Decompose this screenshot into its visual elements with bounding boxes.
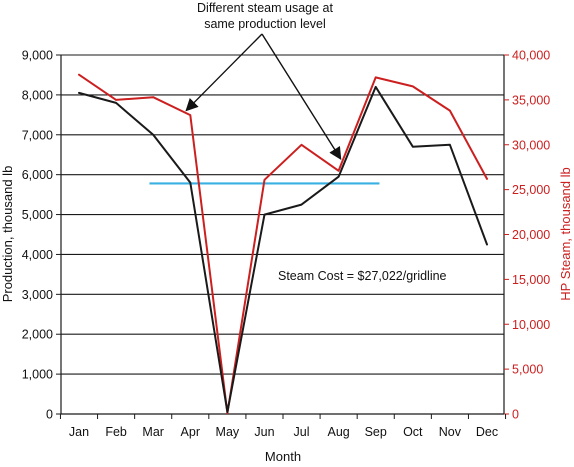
gridlines — [61, 54, 504, 375]
right-axis-ticks: 0 5,000 10,000 15,000 20,000 25,000 30,000 35,0… — [504, 49, 550, 422]
x-tick-label-may: May — [216, 425, 240, 439]
left-axis-ticks: 0 1,000 2,000 3,000 4,000 5,000 6,000 7,000 8,00… — [22, 49, 61, 422]
right-tick-label-5: 25,000 — [512, 183, 550, 197]
x-tick-label-oct: Oct — [403, 425, 423, 439]
x-tick-label-mar: Mar — [142, 425, 164, 439]
right-tick-label-2: 10,000 — [512, 318, 550, 332]
production-series-line — [78, 85, 488, 413]
annotation-arrow-0 — [185, 33, 263, 112]
right-tick-label-3: 15,000 — [512, 273, 550, 287]
x-tick-label-sep: Sep — [365, 425, 387, 439]
annotation-arrow-1 — [261, 33, 342, 160]
right-tick-label-7: 35,000 — [512, 93, 550, 107]
right-axis-title: HP Steam, thousand lb — [558, 167, 573, 300]
right-tick-label-1: 5,000 — [512, 363, 543, 377]
x-tick-label-nov: Nov — [439, 425, 462, 439]
left-tick-label-4: 4,000 — [22, 248, 53, 262]
right-tick-label-8: 40,000 — [512, 49, 550, 63]
steam-usage-note-line-2: same production level — [204, 17, 326, 31]
x-axis-title: Month — [265, 449, 301, 464]
right-tick-label-0: 0 — [512, 408, 519, 422]
axes — [60, 55, 505, 415]
steam-series-line — [78, 73, 488, 415]
annotation-arrows — [185, 33, 342, 160]
left-tick-label-2: 2,000 — [22, 328, 53, 342]
x-tick-label-dec: Dec — [476, 425, 498, 439]
left-tick-label-5: 5,000 — [22, 208, 53, 222]
left-tick-label-1: 1,000 — [22, 368, 53, 382]
left-tick-label-9: 9,000 — [22, 49, 53, 63]
left-tick-label-7: 7,000 — [22, 128, 53, 142]
steam-usage-note-line-1: Different steam usage at — [197, 1, 333, 15]
x-tick-label-aug: Aug — [328, 425, 350, 439]
left-tick-label-3: 3,000 — [22, 288, 53, 302]
x-axis-ticks: Jan Feb Mar Apr May Jun Jul Aug Sep Oct Nov Dec — [59, 414, 507, 439]
left-tick-label-0: 0 — [46, 408, 53, 422]
x-tick-label-feb: Feb — [105, 425, 127, 439]
x-tick-label-jan: Jan — [69, 425, 89, 439]
steam-cost-note: Steam Cost = $27,022/gridline — [278, 269, 447, 283]
x-tick-label-apr: Apr — [181, 425, 200, 439]
right-tick-label-6: 30,000 — [512, 138, 550, 152]
left-tick-label-6: 6,000 — [22, 168, 53, 182]
series-group — [78, 73, 488, 415]
x-tick-label-jul: Jul — [294, 425, 310, 439]
x-tick-label-jun: Jun — [254, 425, 274, 439]
left-axis-title: Production, thousand lb — [0, 166, 15, 303]
right-tick-label-4: 20,000 — [512, 228, 550, 242]
left-tick-label-8: 8,000 — [22, 88, 53, 102]
